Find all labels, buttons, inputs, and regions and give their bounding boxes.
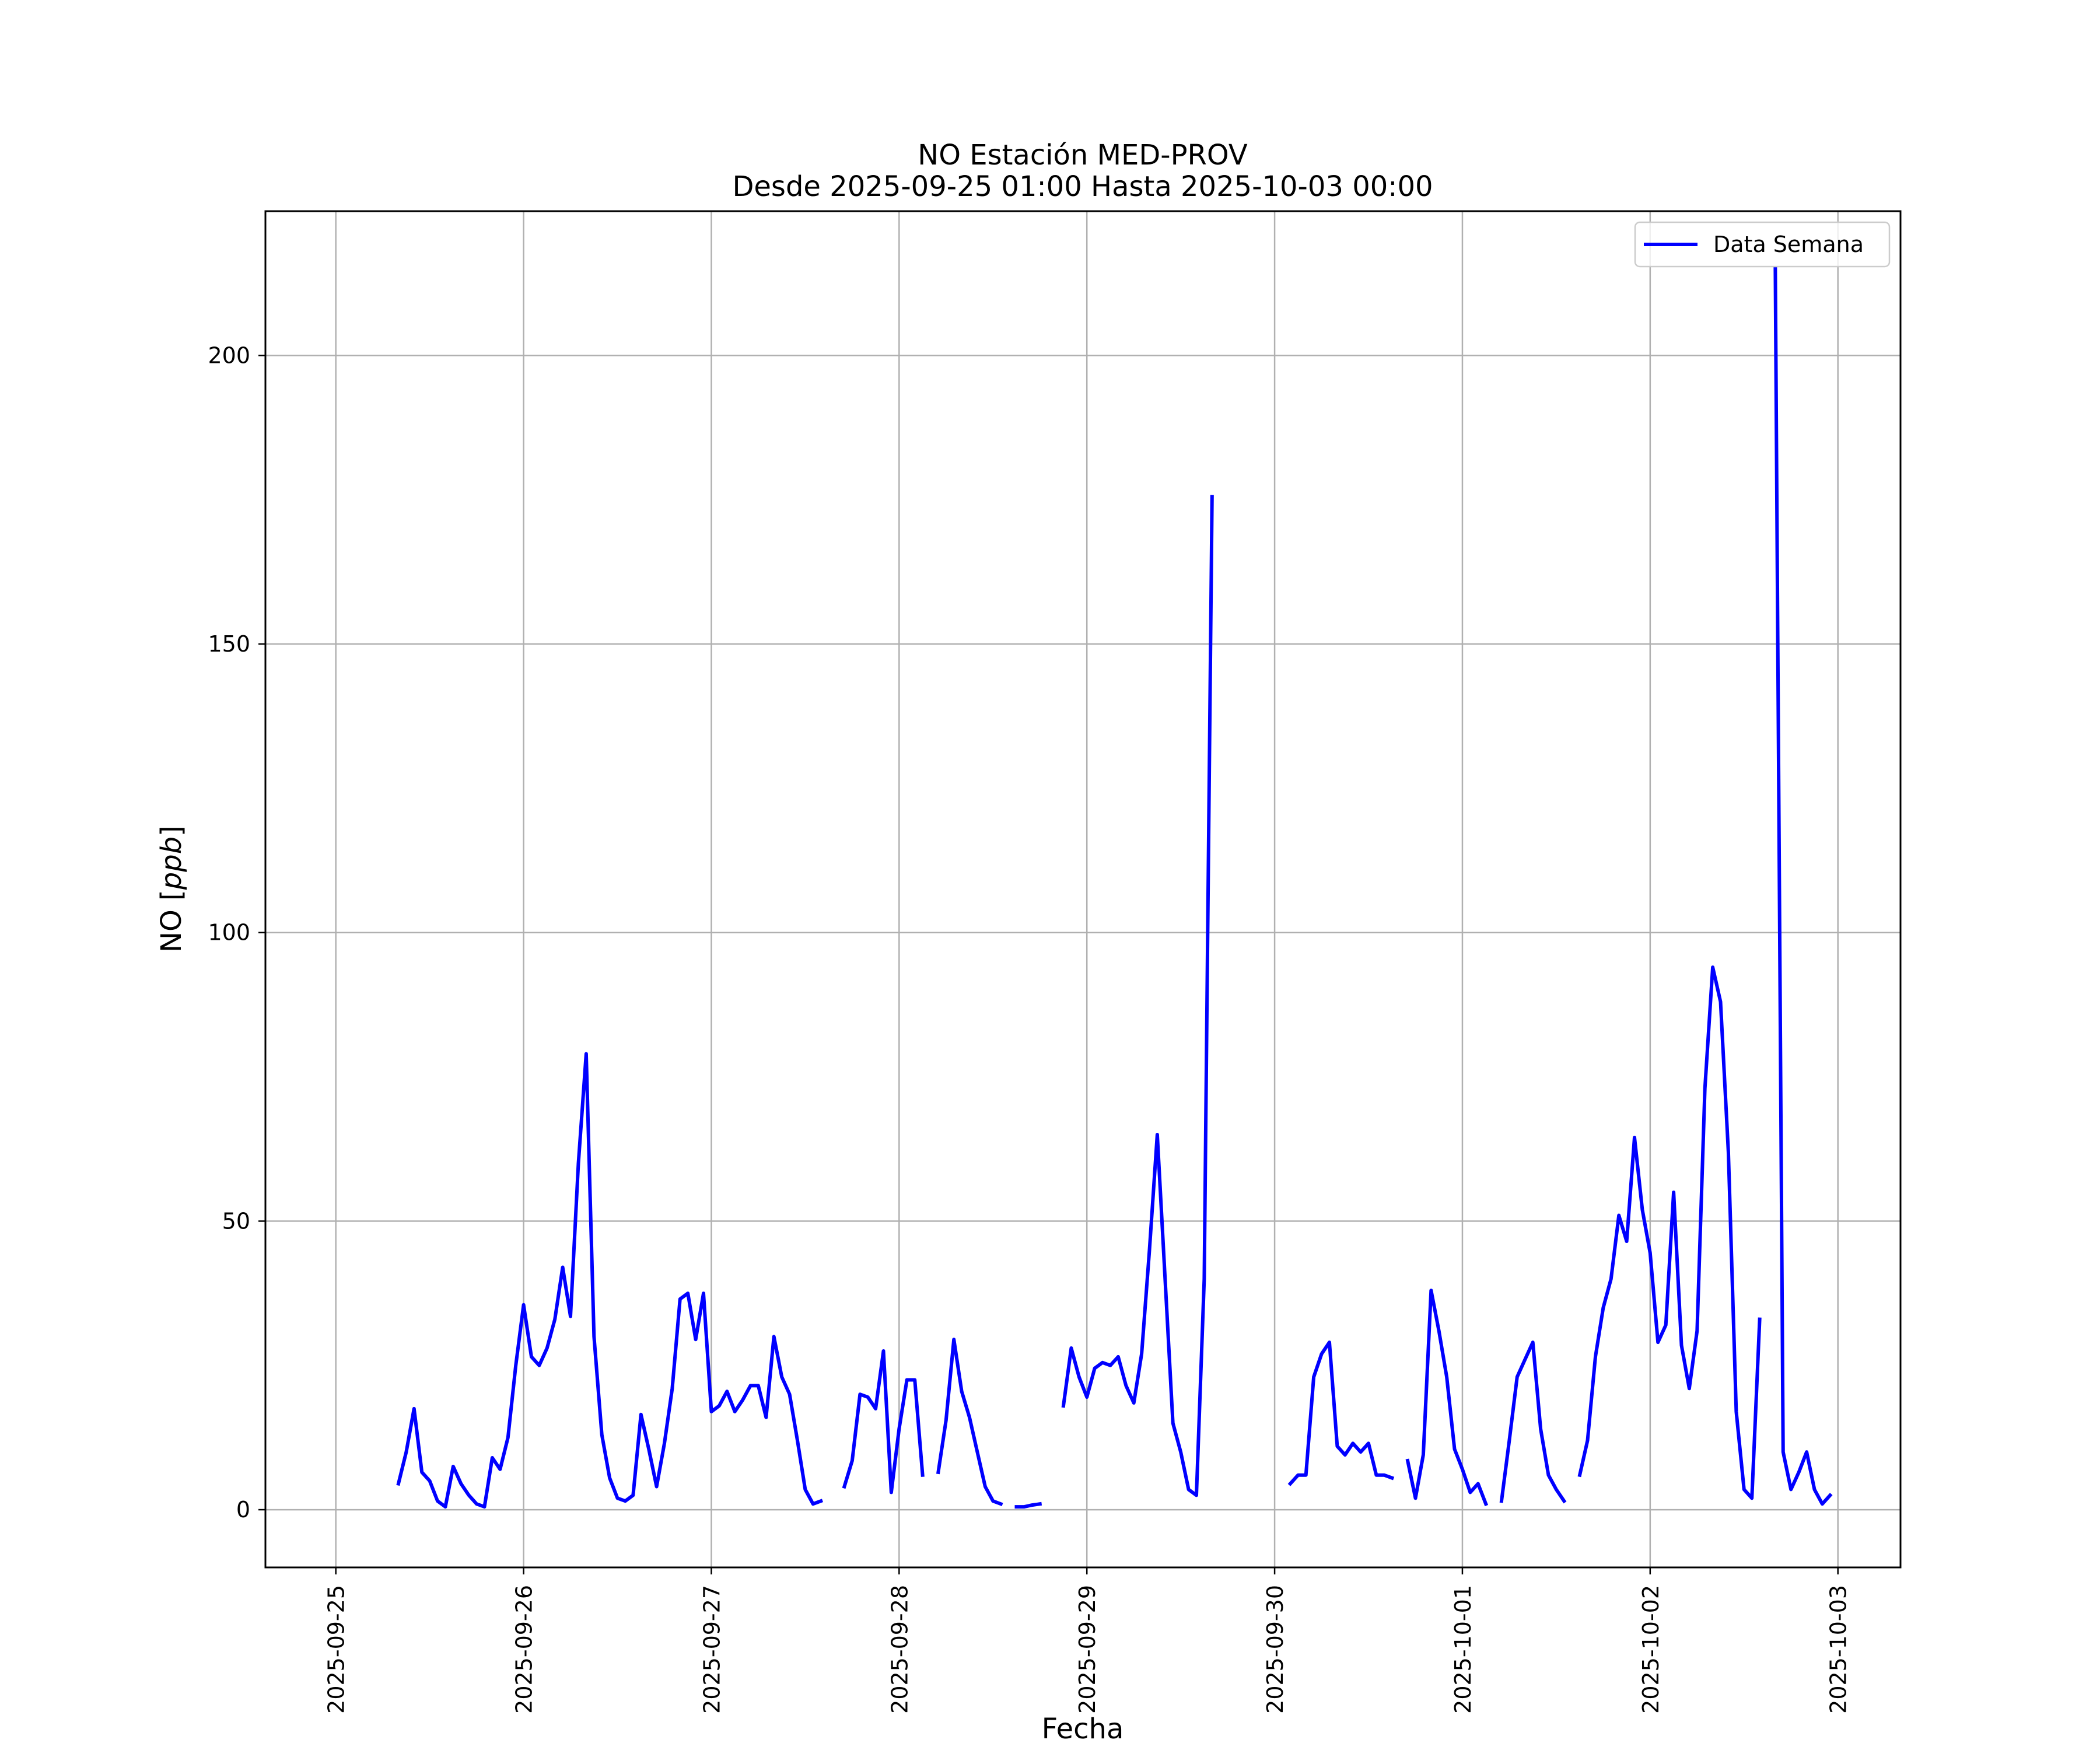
series-line-segment [1287,1340,1395,1486]
legend-label-data-semana: Data Semana [1713,232,1864,257]
legend-box [1634,221,1891,268]
y-tick-label: 150 [208,631,250,657]
x-tick-label: 2025-09-30 [1262,1585,1288,1714]
y-axis: 0 50 100 150 200 [208,342,265,1522]
series-line-segment [1577,965,1762,1500]
series-line-segment [936,1338,1003,1507]
series-line-segment [1014,1502,1042,1509]
chart-title-line1: NO Estación MED-PROV [918,139,1248,172]
legend: Data Semana [1634,221,1891,268]
x-tick-label: 2025-09-28 [887,1585,912,1714]
x-tick-label: 2025-10-03 [1826,1585,1852,1714]
series-line-segment [396,1052,824,1509]
series-data-semana [396,267,1833,1509]
x-tick-label: 2025-09-27 [699,1585,724,1714]
y-axis-label-suffix: ] [155,825,188,836]
y-axis-label: NO [ppb] [155,825,188,953]
x-tick-label: 2025-10-02 [1638,1585,1664,1714]
y-axis-label-prefix: NO [ [155,890,188,953]
x-tick-label: 2025-09-25 [324,1585,349,1714]
x-axis-label: Fecha [1042,1713,1124,1745]
y-tick-label: 0 [236,1497,250,1522]
y-tick-label: 50 [222,1208,250,1234]
y-axis-label-unit: ppb [155,836,188,890]
plot-area-frame [264,210,1902,1569]
x-tick-label: 2025-09-26 [512,1585,537,1714]
x-tick-label: 2025-09-29 [1074,1585,1100,1714]
series-line-segment [1405,1289,1489,1507]
series-line-segment [1061,495,1214,1497]
series-line-segment [842,1349,925,1494]
x-tick-label: 2025-10-01 [1450,1585,1476,1714]
x-axis: 2025-09-25 2025-09-26 2025-09-27 2025-09-28… [324,1567,1852,1714]
series-line-segment [1773,267,1833,1506]
chart-title-line2: Desde 2025-09-25 01:00 Hasta 2025-10-03 … [732,170,1433,203]
y-tick-label: 100 [208,920,250,946]
y-tick-label: 200 [208,342,250,368]
series-line-segment [1499,1340,1567,1504]
